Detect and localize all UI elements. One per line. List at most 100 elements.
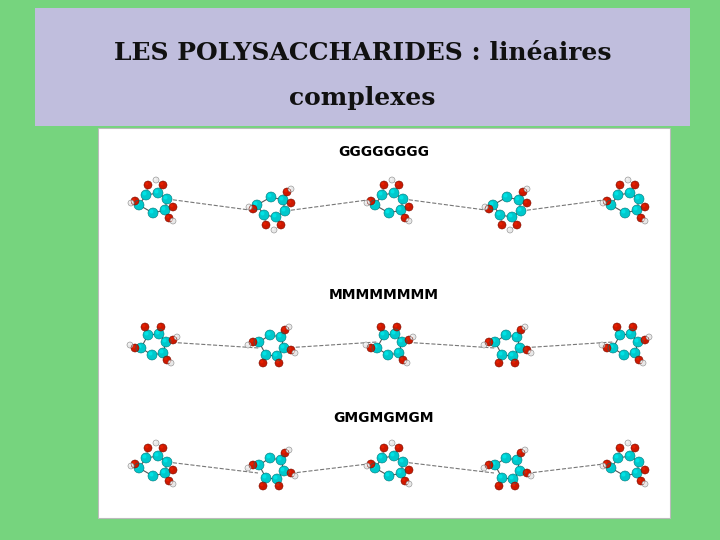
Circle shape <box>363 342 369 348</box>
Circle shape <box>634 206 637 211</box>
Circle shape <box>635 356 643 364</box>
Circle shape <box>486 339 490 342</box>
Circle shape <box>632 445 635 448</box>
Circle shape <box>400 195 403 199</box>
Circle shape <box>514 195 524 205</box>
Circle shape <box>175 335 177 338</box>
Circle shape <box>281 468 284 471</box>
Circle shape <box>271 227 277 233</box>
Circle shape <box>379 192 382 195</box>
Circle shape <box>511 359 519 367</box>
Circle shape <box>398 339 402 342</box>
Circle shape <box>134 200 144 210</box>
Circle shape <box>131 344 139 352</box>
Circle shape <box>636 357 639 360</box>
Circle shape <box>293 351 295 353</box>
Circle shape <box>406 467 410 470</box>
Circle shape <box>516 468 521 471</box>
Circle shape <box>281 326 289 334</box>
Circle shape <box>364 200 370 206</box>
Circle shape <box>276 455 286 465</box>
Circle shape <box>364 463 370 469</box>
Circle shape <box>287 199 295 207</box>
Circle shape <box>634 339 639 342</box>
Circle shape <box>286 447 292 453</box>
Circle shape <box>634 194 644 204</box>
Circle shape <box>389 177 395 183</box>
Circle shape <box>626 178 629 180</box>
Circle shape <box>254 337 264 347</box>
Circle shape <box>608 464 611 469</box>
Circle shape <box>390 441 392 443</box>
Circle shape <box>163 195 168 199</box>
Circle shape <box>276 332 286 342</box>
Circle shape <box>276 360 279 363</box>
Circle shape <box>153 188 163 198</box>
Circle shape <box>495 359 503 367</box>
Circle shape <box>402 478 405 481</box>
Circle shape <box>168 360 174 366</box>
Circle shape <box>410 334 416 340</box>
Circle shape <box>166 478 169 481</box>
Circle shape <box>615 330 625 340</box>
Circle shape <box>171 219 174 221</box>
Circle shape <box>374 345 377 348</box>
Circle shape <box>621 352 624 355</box>
Circle shape <box>632 205 642 215</box>
Circle shape <box>144 444 152 452</box>
Circle shape <box>405 336 413 344</box>
Circle shape <box>128 200 134 206</box>
Circle shape <box>617 445 621 448</box>
Circle shape <box>131 197 139 205</box>
Circle shape <box>406 481 412 487</box>
Circle shape <box>632 182 635 185</box>
Circle shape <box>256 339 259 342</box>
Circle shape <box>143 330 153 340</box>
Circle shape <box>138 345 142 348</box>
Circle shape <box>513 334 518 338</box>
Circle shape <box>515 343 525 353</box>
Circle shape <box>496 483 500 487</box>
Circle shape <box>170 204 174 207</box>
Circle shape <box>284 189 287 192</box>
Circle shape <box>259 359 267 367</box>
Circle shape <box>153 440 159 446</box>
Circle shape <box>523 199 531 207</box>
Circle shape <box>407 219 409 221</box>
Circle shape <box>482 343 485 345</box>
Circle shape <box>272 228 274 230</box>
Circle shape <box>501 330 511 340</box>
Circle shape <box>288 347 292 350</box>
Circle shape <box>263 352 266 355</box>
Circle shape <box>647 335 649 338</box>
Circle shape <box>286 324 292 330</box>
Circle shape <box>163 458 168 462</box>
Circle shape <box>272 474 282 484</box>
Circle shape <box>392 330 395 334</box>
Circle shape <box>630 324 634 327</box>
Circle shape <box>636 195 639 199</box>
Circle shape <box>600 200 606 206</box>
Circle shape <box>129 201 131 203</box>
Circle shape <box>482 204 488 210</box>
Circle shape <box>630 348 640 358</box>
Circle shape <box>264 222 266 225</box>
Circle shape <box>277 334 282 338</box>
Circle shape <box>411 335 413 338</box>
Circle shape <box>381 182 384 185</box>
Circle shape <box>482 466 485 468</box>
Circle shape <box>606 463 616 473</box>
Circle shape <box>496 360 500 363</box>
Text: MMMMMMMM: MMMMMMMM <box>329 288 439 302</box>
Circle shape <box>259 482 267 490</box>
Circle shape <box>501 453 511 463</box>
Circle shape <box>507 212 517 222</box>
Circle shape <box>616 332 621 335</box>
Circle shape <box>405 466 413 474</box>
Circle shape <box>637 477 645 485</box>
Circle shape <box>129 464 131 467</box>
Circle shape <box>383 350 393 360</box>
Circle shape <box>148 471 158 481</box>
Circle shape <box>389 451 399 461</box>
Circle shape <box>608 201 611 206</box>
